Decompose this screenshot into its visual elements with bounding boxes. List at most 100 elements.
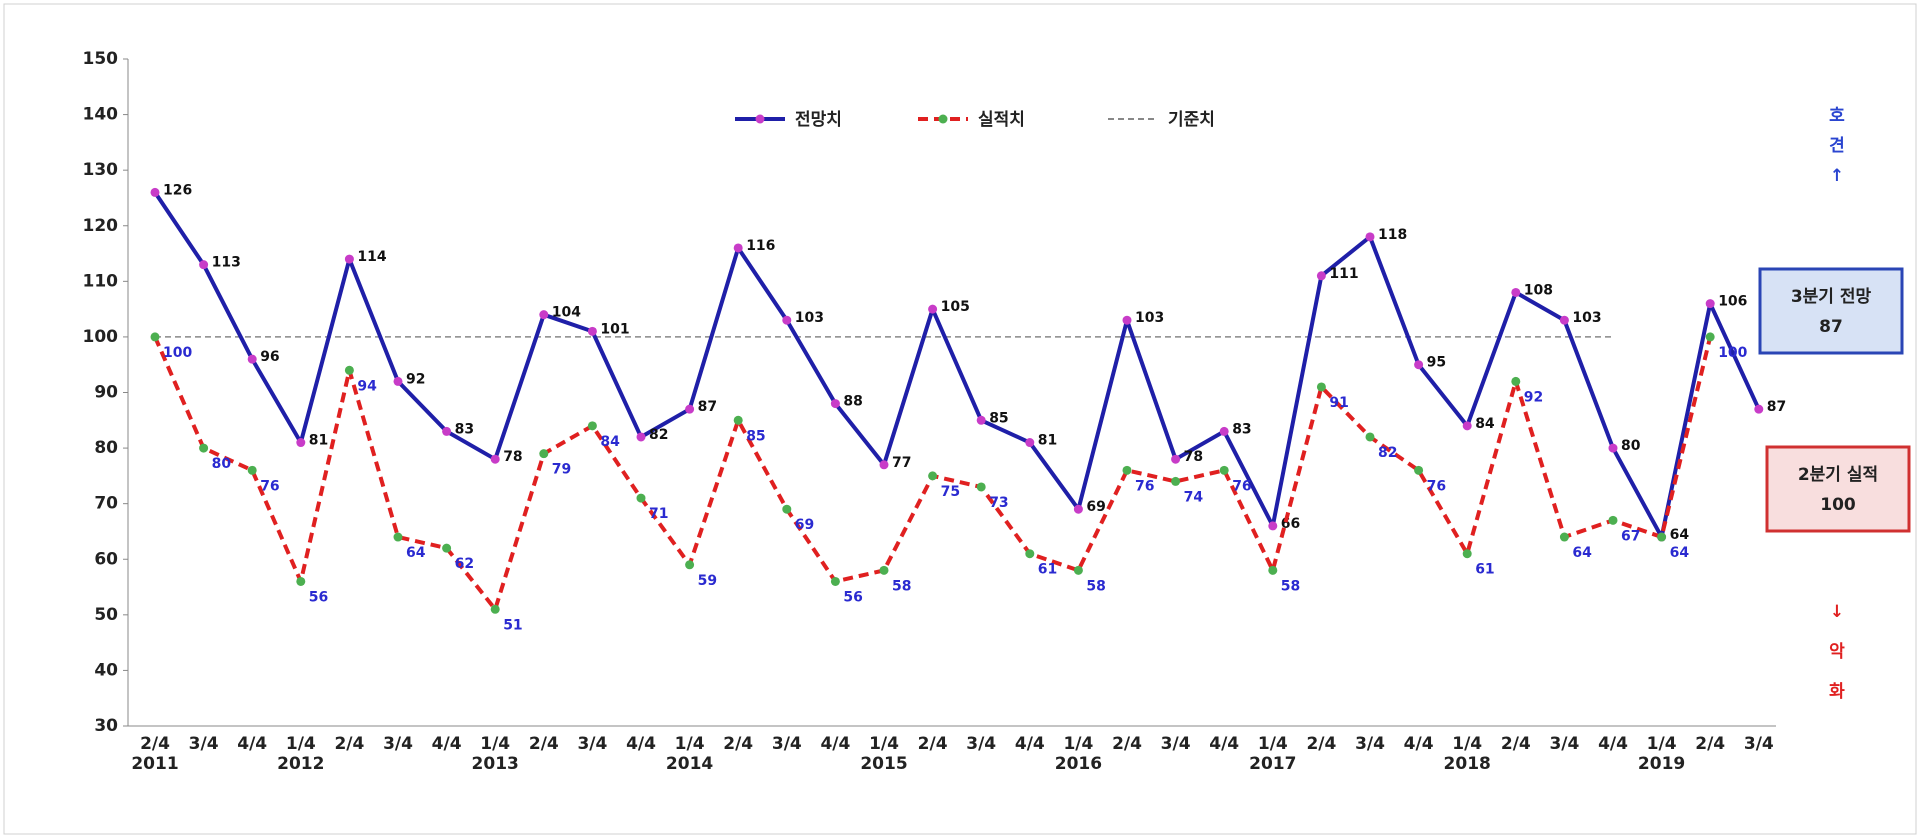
x-tick-label: 3/4	[189, 734, 219, 754]
y-tick-label: 130	[83, 160, 119, 180]
value-label: 80	[212, 456, 232, 472]
value-label: 84	[600, 434, 620, 450]
x-tick-label: 1/4	[480, 734, 510, 754]
x-tick-label: 1/4	[1063, 734, 1093, 754]
x-year-label: 2019	[1638, 754, 1685, 774]
marker	[587, 421, 597, 431]
value-label: 101	[600, 321, 629, 337]
value-label: 83	[455, 421, 474, 437]
value-label: 85	[746, 428, 765, 444]
value-label: 77	[892, 455, 911, 471]
value-label: 67	[1621, 528, 1640, 544]
info-box-value: 87	[1819, 317, 1843, 337]
chart-frame	[3, 3, 1917, 835]
value-label: 58	[1281, 578, 1300, 594]
x-tick-label: 2/4	[1695, 734, 1725, 754]
value-label: 69	[795, 517, 814, 533]
y-tick-label: 110	[83, 271, 119, 291]
value-label: 79	[552, 462, 571, 478]
marker	[928, 304, 938, 314]
marker	[879, 460, 889, 470]
marker	[296, 438, 306, 448]
legend-marker	[755, 114, 765, 124]
x-tick-label: 2/4	[334, 734, 364, 754]
marker	[1171, 476, 1181, 486]
marker	[296, 576, 306, 586]
x-tick-label: 4/4	[237, 734, 267, 754]
marker	[539, 449, 549, 459]
side-label-up: 견	[1829, 136, 1845, 156]
value-label: 105	[941, 299, 970, 315]
value-label: 71	[649, 506, 668, 522]
x-year-label: 2012	[277, 754, 324, 774]
x-year-label: 2015	[860, 754, 907, 774]
value-label: 100	[163, 345, 192, 361]
x-tick-label: 2/4	[1501, 734, 1531, 754]
value-label: 114	[357, 249, 386, 265]
value-label: 104	[552, 305, 581, 321]
x-tick-label: 3/4	[966, 734, 996, 754]
value-label: 118	[1378, 227, 1407, 243]
marker	[1219, 426, 1229, 436]
value-label: 88	[843, 394, 862, 410]
marker	[1268, 521, 1278, 531]
marker	[636, 493, 646, 503]
marker	[1511, 287, 1521, 297]
value-label: 78	[503, 449, 522, 465]
y-tick-label: 90	[94, 383, 118, 403]
value-label: 58	[892, 578, 911, 594]
x-tick-label: 3/4	[1549, 734, 1579, 754]
x-year-label: 2018	[1444, 754, 1491, 774]
marker	[1171, 454, 1181, 464]
info-box	[1765, 445, 1911, 533]
marker	[587, 326, 597, 336]
legend-label: 실적치	[978, 110, 1025, 130]
series-line	[153, 191, 1761, 540]
value-label: 62	[455, 556, 474, 572]
marker	[1122, 315, 1132, 325]
y-tick-label: 40	[94, 660, 118, 680]
marker	[879, 565, 889, 575]
value-label: 81	[1038, 433, 1057, 449]
value-label: 85	[989, 410, 1008, 426]
y-tick-label: 80	[94, 438, 118, 458]
marker	[733, 243, 743, 253]
side-label-up: 호	[1829, 106, 1845, 126]
marker	[1608, 515, 1618, 525]
marker	[442, 426, 452, 436]
x-tick-label: 4/4	[1015, 734, 1045, 754]
marker	[830, 399, 840, 409]
y-tick-label: 150	[83, 49, 119, 69]
value-label: 103	[1572, 310, 1601, 326]
x-tick-label: 2/4	[140, 734, 170, 754]
value-label: 82	[1378, 445, 1397, 461]
marker	[1025, 549, 1035, 559]
y-tick-label: 30	[94, 716, 118, 736]
x-tick-label: 3/4	[1161, 734, 1191, 754]
marker	[1559, 315, 1569, 325]
value-label: 76	[1232, 478, 1251, 494]
value-label: 126	[163, 182, 192, 198]
marker	[344, 254, 354, 264]
x-tick-label: 1/4	[1258, 734, 1288, 754]
marker	[1462, 421, 1472, 431]
marker	[1316, 382, 1326, 392]
x-tick-label: 2/4	[1112, 734, 1142, 754]
value-label: 103	[795, 310, 824, 326]
x-tick-label: 3/4	[383, 734, 413, 754]
marker	[685, 560, 695, 570]
legend-marker	[938, 114, 948, 124]
info-box-value: 100	[1820, 495, 1856, 515]
marker	[1122, 465, 1132, 475]
value-label: 87	[698, 399, 717, 415]
x-year-label: 2017	[1249, 754, 1296, 774]
value-label: 64	[406, 545, 426, 561]
x-year-label: 2013	[472, 754, 519, 774]
value-label: 116	[746, 238, 775, 254]
value-label: 76	[1427, 478, 1446, 494]
info-box	[1758, 267, 1904, 355]
marker	[636, 432, 646, 442]
marker	[1365, 232, 1375, 242]
x-tick-label: 4/4	[820, 734, 850, 754]
value-label: 64	[1670, 545, 1690, 561]
